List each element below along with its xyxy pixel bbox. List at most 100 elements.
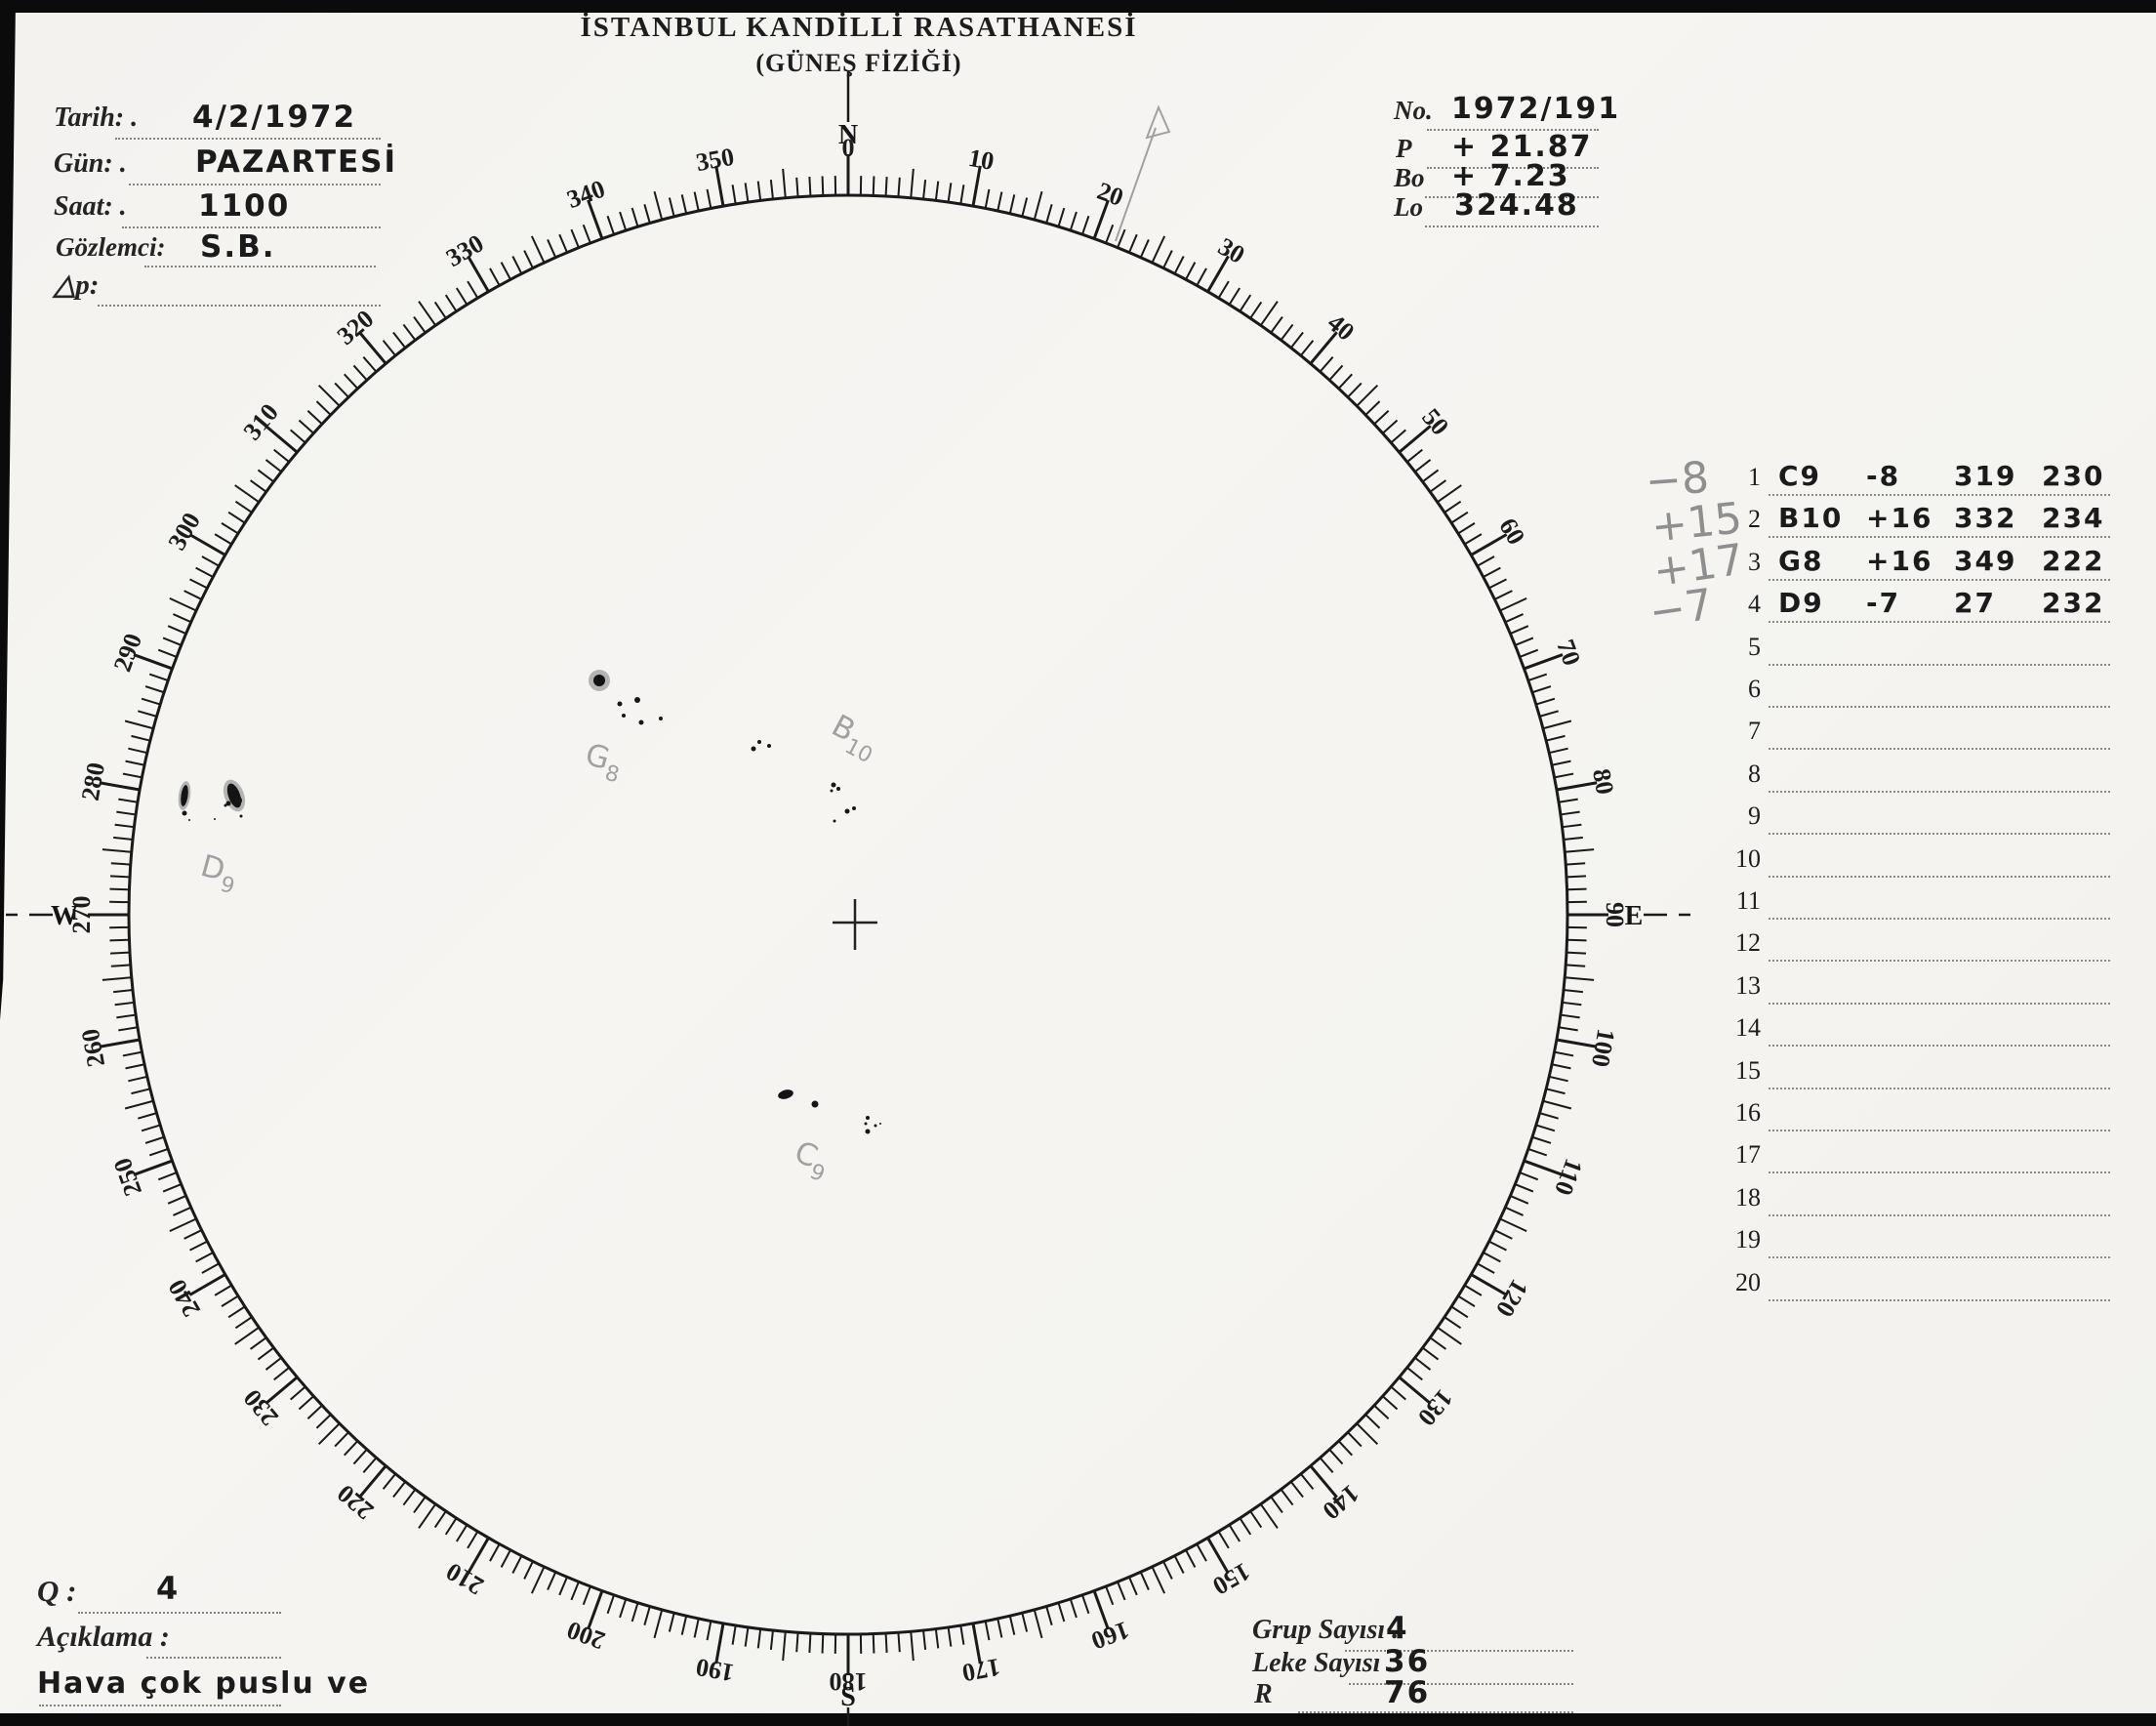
delta-p-dotted-line [98, 305, 381, 307]
table-row-number: 8 [1748, 759, 1761, 788]
degree-label-80: 80 [1587, 766, 1619, 797]
table-cell: -7 [1866, 587, 1901, 620]
svg-text:250: 250 [108, 1154, 148, 1200]
no-label: No. [1394, 96, 1433, 125]
table-row-number: 2 [1748, 505, 1761, 534]
delta-p-label: △p: [54, 269, 100, 301]
degree-label-230: 230 [238, 1384, 284, 1432]
table-row-dotted-line [1769, 918, 2110, 920]
r-label: R [1254, 1679, 1273, 1709]
center-crosshair [833, 899, 877, 950]
table-row-number: 20 [1735, 1267, 1761, 1296]
degree-label-0: 0 [842, 134, 855, 162]
table-row-number: 18 [1735, 1182, 1761, 1212]
svg-text:90: 90 [1601, 902, 1629, 927]
leke-sayisi-dotted-line [1349, 1683, 1573, 1685]
degree-label-140: 140 [1318, 1479, 1365, 1525]
table-row-6: 6 [1718, 675, 2152, 716]
table-row-12: 12 [1718, 928, 2152, 969]
table-row-dotted-line [1769, 1130, 2110, 1131]
lo-value: 324.48 [1454, 188, 1579, 223]
svg-text:110: 110 [1549, 1155, 1588, 1199]
p-dotted-line [1427, 167, 1599, 169]
table-row-number: 19 [1735, 1225, 1761, 1254]
svg-text:340: 340 [563, 175, 609, 215]
aciklama-label: Açıklama : [37, 1621, 170, 1653]
table-row-number: 12 [1735, 928, 1761, 958]
svg-text:80: 80 [1587, 766, 1619, 797]
degree-label-30: 30 [1213, 232, 1249, 269]
saat-label: Saat: . [54, 191, 127, 222]
table-row-dotted-line [1769, 1087, 2110, 1089]
svg-text:320: 320 [332, 305, 380, 350]
degree-label-110: 110 [1549, 1155, 1588, 1199]
degree-label-100: 100 [1586, 1027, 1620, 1069]
sunspot-group-G8: G8 [580, 670, 663, 788]
degree-label-50: 50 [1416, 403, 1454, 441]
degree-label-20: 20 [1093, 177, 1126, 212]
table-row-dotted-line [1769, 1213, 2110, 1216]
table-cell: 349 [1954, 544, 2017, 577]
r-dotted-line [1298, 1711, 1573, 1713]
grup-sayisi-dotted-line [1345, 1650, 1573, 1652]
sunspot-group-pencil-label-G8: G8 [580, 737, 627, 788]
svg-text:350: 350 [694, 143, 736, 177]
table-row-dotted-line [1769, 1002, 2110, 1005]
svg-text:230: 230 [238, 1384, 284, 1432]
table-cell: C9 [1778, 460, 1822, 492]
saat-dotted-line [122, 226, 381, 228]
table-row-dotted-line [1769, 1045, 2110, 1048]
table-row-8: 8 [1718, 760, 2152, 801]
table-row-16: 16 [1718, 1098, 2152, 1139]
page-title: İSTANBUL KANDİLLİ RASATHANESİ [580, 12, 1138, 43]
table-row-number: 9 [1748, 801, 1761, 831]
leke-sayisi-label: Leke Sayısı . [1252, 1648, 1395, 1678]
table-row-dotted-line [1769, 536, 2110, 539]
sunspot-group-pencil-label-C9: C9 [787, 1134, 835, 1187]
bo-label: Bo [1394, 163, 1425, 192]
table-row-dotted-line [1769, 875, 2110, 878]
svg-text:40: 40 [1322, 308, 1361, 347]
svg-text:20: 20 [1093, 177, 1126, 212]
table-row-dotted-line [1769, 790, 2110, 793]
bo-value: + 7.23 [1451, 159, 1570, 193]
degree-label-10: 10 [966, 144, 997, 176]
table-row-number: 17 [1735, 1140, 1761, 1170]
degree-label-150: 150 [1208, 1557, 1255, 1601]
q-dotted-line [78, 1612, 281, 1614]
table-row-dotted-line [1769, 833, 2110, 836]
table-cell: -8 [1866, 460, 1901, 492]
svg-text:220: 220 [332, 1479, 380, 1525]
tarih-value: 4/2/1972 [192, 100, 357, 135]
svg-text:170: 170 [960, 1653, 1002, 1687]
degree-label-170: 170 [960, 1653, 1002, 1687]
svg-text:330: 330 [441, 228, 488, 272]
degree-label-210: 210 [441, 1557, 488, 1601]
degree-label-40: 40 [1322, 308, 1361, 347]
aciklama-dotted-line [146, 1657, 281, 1659]
lo-label: Lo [1394, 192, 1423, 222]
svg-text:270: 270 [67, 896, 96, 934]
degree-label-340: 340 [563, 175, 609, 215]
table-row-dotted-line [1769, 1256, 2110, 1259]
degree-label-300: 300 [162, 508, 206, 555]
table-cell: 27 [1954, 587, 1996, 620]
sunspot-group-B10: B10 [751, 708, 885, 823]
svg-text:60: 60 [1493, 514, 1530, 550]
degree-label-310: 310 [238, 398, 284, 446]
svg-text:150: 150 [1208, 1557, 1255, 1601]
degree-label-130: 130 [1412, 1384, 1458, 1432]
table-cell: 232 [2042, 587, 2105, 620]
compass-east-label: E [1625, 901, 1644, 931]
degree-label-160: 160 [1087, 1616, 1133, 1656]
table-row-number: 3 [1748, 547, 1761, 576]
svg-text:310: 310 [238, 398, 284, 446]
table-row-number: 16 [1735, 1098, 1761, 1127]
table-cell: 230 [2042, 460, 2105, 492]
no-value: 1972/191 [1451, 92, 1621, 126]
degree-label-270: 270 [67, 896, 96, 934]
svg-text:190: 190 [694, 1653, 736, 1687]
svg-text:160: 160 [1087, 1616, 1133, 1656]
gozlemci-value: S.B. [200, 229, 276, 265]
